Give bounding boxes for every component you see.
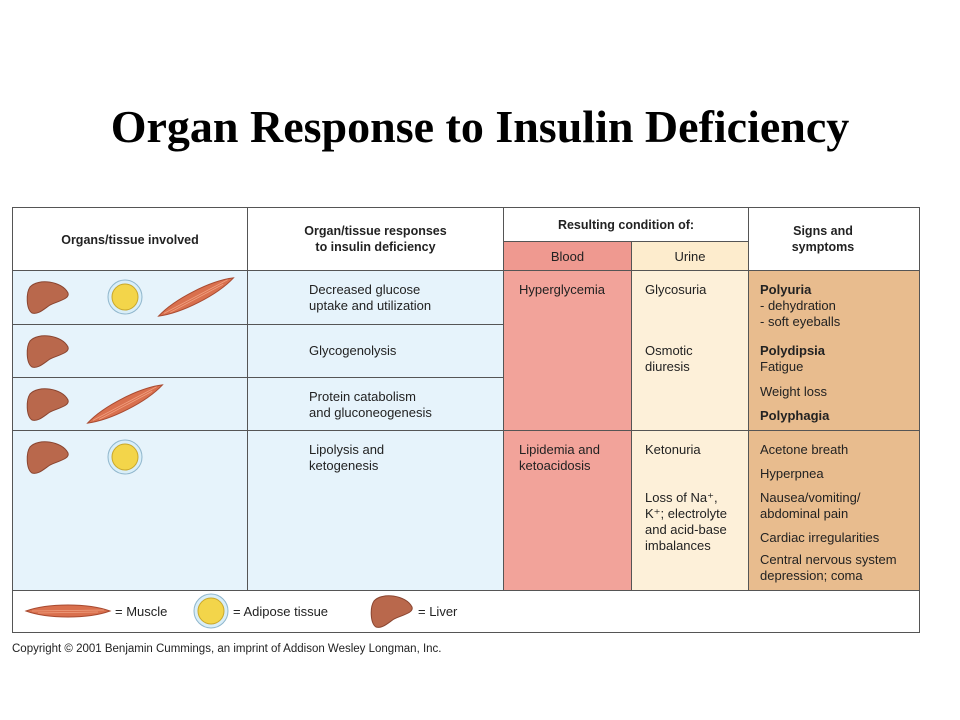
line: uptake and utilization	[309, 298, 432, 313]
liver-icon	[26, 441, 69, 474]
line: Lipidemia and	[519, 442, 600, 457]
cell-text: Loss of Na⁺, K⁺; electrolyte and acid-base…	[645, 490, 727, 554]
line: Cardiac irregularities	[760, 530, 880, 545]
adipose-icon	[193, 593, 229, 629]
line: - dehydration	[760, 298, 836, 313]
cell-text: Hyperpnea	[760, 466, 824, 482]
header-blood	[503, 241, 632, 271]
adipose-icon	[107, 439, 143, 475]
line: to insulin deficiency	[315, 240, 436, 254]
line: Ketonuria	[645, 442, 701, 457]
line: Acetone breath	[760, 442, 849, 457]
cell-text: Acetone breath	[760, 442, 848, 458]
header-resulting-text: Resulting condition of:	[557, 218, 695, 232]
line: Loss of Na⁺,	[645, 490, 718, 505]
line: Hyperpnea	[760, 466, 824, 481]
line: K⁺; electrolyte	[645, 506, 728, 521]
liver-icon	[26, 281, 69, 314]
cell-text: Weight loss	[760, 384, 827, 400]
line: and gluconeogenesis	[309, 405, 432, 420]
copyright: Copyright © 2001 Benjamin Cummings, an i…	[12, 643, 442, 655]
response-cell	[247, 324, 504, 378]
line: Signs and	[793, 224, 853, 238]
cell-text: Polyuria - dehydration - soft eyeballs	[760, 282, 840, 330]
line: Glycogenolysis	[309, 343, 397, 358]
liver-icon	[26, 335, 69, 368]
line: depression; coma	[760, 568, 863, 583]
response-cell	[247, 270, 504, 325]
cell-text: Protein catabolism and gluconeogenesis	[309, 389, 432, 421]
line: Organ/tissue responses	[304, 224, 447, 238]
header-blood-text: Blood	[550, 249, 585, 264]
urine-cell	[631, 430, 749, 591]
header-resulting	[503, 207, 749, 242]
legend-muscle: = Muscle	[115, 604, 168, 619]
line: Osmotic	[645, 343, 693, 358]
liver-icon	[26, 388, 69, 421]
header-signs-text: Signs and symptoms	[748, 223, 898, 255]
line: Lipolysis and	[309, 442, 385, 457]
blood-cell	[503, 430, 632, 591]
legend-liver: = Liver	[418, 604, 458, 619]
cell-text: Glycogenolysis	[309, 343, 396, 359]
line: Polyphagia	[760, 408, 830, 423]
cell-text: Lipolysis and ketogenesis	[309, 442, 384, 474]
header-responses-text: Organ/tissue responses to insulin deficie…	[247, 223, 504, 255]
title: Organ Response to Insulin Deficiency	[110, 101, 850, 152]
line: imbalances	[645, 538, 711, 553]
line: Polydipsia	[760, 343, 826, 358]
cell-text: Cardiac irregularities	[760, 530, 879, 546]
cell-text: Central nervous system depression; coma	[760, 552, 897, 584]
cell-text: Ketonuria	[645, 442, 701, 458]
muscle-icon	[155, 272, 237, 322]
header-organs-text: Organs/tissue involved	[61, 233, 199, 247]
cell-text: Osmotic diuresis	[645, 343, 693, 375]
header-urine-text: Urine	[674, 249, 706, 264]
legend-adipose: = Adipose tissue	[233, 604, 329, 619]
line: Fatigue	[760, 359, 804, 374]
liver-icon	[370, 595, 413, 628]
line: Weight loss	[760, 384, 827, 399]
line: Central nervous system	[760, 552, 897, 567]
line: Nausea/vomiting/	[760, 490, 861, 505]
header-organs	[12, 207, 248, 271]
cell-text: Nausea/vomiting/abdominal pain	[760, 490, 860, 522]
line: Glycosuria	[645, 282, 707, 297]
line: symptoms	[791, 240, 855, 254]
muscle-icon	[25, 604, 111, 618]
signs-cell	[748, 270, 920, 431]
response-cell	[247, 377, 504, 431]
signs-cell	[748, 430, 920, 591]
blood-cell	[503, 270, 632, 431]
line: ketogenesis	[309, 458, 379, 473]
cell-text: Hyperglycemia	[519, 282, 605, 298]
adipose-icon	[107, 279, 143, 315]
cell-text: Decreased glucose uptake and utilization	[309, 282, 431, 314]
line: Protein catabolism	[309, 389, 416, 404]
line: abdominal pain	[760, 506, 849, 521]
muscle-icon	[84, 379, 166, 429]
line: Polyuria	[760, 282, 812, 297]
line: Hyperglycemia	[519, 282, 605, 297]
cell-text: Polydipsia Fatigue	[760, 343, 825, 375]
line: - soft eyeballs	[760, 314, 841, 329]
line: ketoacidosis	[519, 458, 591, 473]
urine-cell	[631, 270, 749, 431]
header-signs	[748, 207, 920, 271]
cell-text: Polyphagia	[760, 408, 829, 424]
line: Decreased glucose	[309, 282, 421, 297]
cell-text: Lipidemia and ketoacidosis	[519, 442, 600, 474]
line: diuresis	[645, 359, 690, 374]
line: and acid-base	[645, 522, 727, 537]
cell-text: Glycosuria	[645, 282, 706, 298]
response-cell	[247, 430, 504, 591]
legend-row	[12, 590, 920, 633]
